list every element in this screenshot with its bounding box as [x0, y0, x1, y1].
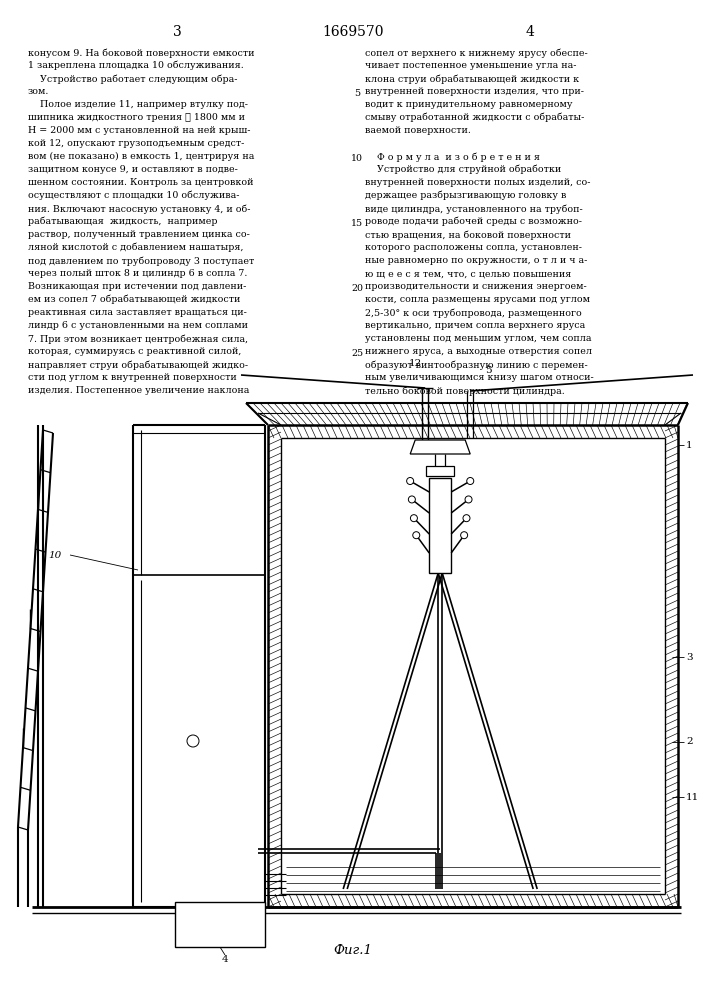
Text: 15: 15 — [351, 219, 363, 228]
Text: 7. При этом возникает центробежная сила,: 7. При этом возникает центробежная сила, — [28, 334, 248, 344]
Text: Возникающая при истечении под давлени-: Возникающая при истечении под давлени- — [28, 282, 246, 291]
Text: ным увеличивающимся книзу шагом относи-: ным увеличивающимся книзу шагом относи- — [365, 373, 594, 382]
Text: линдр 6 с установленными на нем соплами: линдр 6 с установленными на нем соплами — [28, 321, 248, 330]
Text: под давлением по трубопроводу 3 поступает: под давлением по трубопроводу 3 поступае… — [28, 256, 255, 265]
Text: конусом 9. На боковой поверхности емкости: конусом 9. На боковой поверхности емкост… — [28, 48, 255, 57]
Text: ния. Включают насосную установку 4, и об-: ния. Включают насосную установку 4, и об… — [28, 204, 250, 214]
Text: 2: 2 — [686, 738, 693, 746]
Text: 10: 10 — [48, 550, 62, 560]
Text: сти под углом к внутренней поверхности: сти под углом к внутренней поверхности — [28, 373, 237, 382]
Text: 1669570: 1669570 — [322, 25, 384, 39]
Text: Устройство для струйной обработки: Устройство для струйной обработки — [365, 165, 561, 174]
Text: установлены под меньшим углом, чем сопла: установлены под меньшим углом, чем сопла — [365, 334, 592, 343]
Text: образуют винтообразную линию с перемен-: образуют винтообразную линию с перемен- — [365, 360, 588, 369]
Text: рабатывающая  жидкость,  например: рабатывающая жидкость, например — [28, 217, 218, 227]
Text: роводе подачи рабочей среды с возможно-: роводе подачи рабочей среды с возможно- — [365, 217, 582, 227]
Text: держащее разбрызгивающую головку в: держащее разбрызгивающую головку в — [365, 191, 566, 200]
Text: ем из сопел 7 обрабатывающей жидкости: ем из сопел 7 обрабатывающей жидкости — [28, 295, 240, 304]
Text: смыву отработанной жидкости с обрабаты-: смыву отработанной жидкости с обрабаты- — [365, 113, 585, 122]
Text: нижнего яруса, а выходные отверстия сопел: нижнего яруса, а выходные отверстия сопе… — [365, 347, 592, 356]
Text: Н = 2000 мм с установленной на ней крыш-: Н = 2000 мм с установленной на ней крыш- — [28, 126, 250, 135]
Circle shape — [187, 735, 199, 747]
Text: кости, сопла размещены ярусами под углом: кости, сопла размещены ярусами под углом — [365, 295, 590, 304]
Text: производительности и снижения энергоем-: производительности и снижения энергоем- — [365, 282, 587, 291]
Circle shape — [409, 496, 416, 503]
Text: внутренней поверхности изделия, что при-: внутренней поверхности изделия, что при- — [365, 87, 584, 96]
Text: ю щ е е с я тем, что, с целью повышения: ю щ е е с я тем, что, с целью повышения — [365, 269, 571, 278]
Text: тельно боковой поверхности цилиндра.: тельно боковой поверхности цилиндра. — [365, 386, 565, 395]
Text: шипника жидкостного трения ∅ 1800 мм и: шипника жидкостного трения ∅ 1800 мм и — [28, 113, 245, 122]
Circle shape — [467, 478, 474, 485]
Text: зом.: зом. — [28, 87, 49, 96]
Text: защитном конусе 9, и оставляют в подве-: защитном конусе 9, и оставляют в подве- — [28, 165, 238, 174]
Text: реактивная сила заставляет вращаться ци-: реактивная сила заставляет вращаться ци- — [28, 308, 247, 317]
Text: направляет струи обрабатывающей жидко-: направляет струи обрабатывающей жидко- — [28, 360, 248, 369]
Text: которая, суммируясь с реактивной силой,: которая, суммируясь с реактивной силой, — [28, 347, 241, 356]
Circle shape — [413, 532, 420, 539]
Circle shape — [461, 532, 467, 539]
Circle shape — [463, 515, 470, 522]
Circle shape — [465, 496, 472, 503]
Text: 4: 4 — [525, 25, 534, 39]
Text: водит к принудительному равномерному: водит к принудительному равномерному — [365, 100, 573, 109]
Text: 12: 12 — [409, 359, 422, 368]
Bar — [426, 466, 454, 476]
Text: через полый шток 8 и цилиндр 6 в сопла 7.: через полый шток 8 и цилиндр 6 в сопла 7… — [28, 269, 247, 278]
Text: 10: 10 — [351, 154, 363, 163]
Text: раствор, полученный травлением цинка со-: раствор, полученный травлением цинка со- — [28, 230, 250, 239]
Polygon shape — [410, 440, 470, 454]
Text: внутренней поверхности полых изделий, со-: внутренней поверхности полых изделий, со… — [365, 178, 590, 187]
Text: 4: 4 — [222, 954, 228, 964]
Text: 1 закреплена площадка 10 обслуживания.: 1 закреплена площадка 10 обслуживания. — [28, 61, 244, 70]
Text: Полое изделие 11, например втулку под-: Полое изделие 11, например втулку под- — [28, 100, 248, 109]
Text: Устройство работает следующим обра-: Устройство работает следующим обра- — [28, 74, 238, 84]
Text: кой 12, опускают грузоподъемным средст-: кой 12, опускают грузоподъемным средст- — [28, 139, 245, 148]
Text: ные равномерно по окружности, о т л и ч а-: ные равномерно по окружности, о т л и ч … — [365, 256, 588, 265]
Text: 11: 11 — [686, 792, 699, 802]
Text: шенном состоянии. Контроль за центровкой: шенном состоянии. Контроль за центровкой — [28, 178, 254, 187]
Text: ваемой поверхности.: ваемой поверхности. — [365, 126, 471, 135]
Text: ляной кислотой с добавлением нашатыря,: ляной кислотой с добавлением нашатыря, — [28, 243, 243, 252]
Text: клона струи обрабатывающей жидкости к: клона струи обрабатывающей жидкости к — [365, 74, 579, 84]
Text: 1: 1 — [686, 440, 693, 450]
Text: которого расположены сопла, установлен-: которого расположены сопла, установлен- — [365, 243, 582, 252]
Text: Фиг.1: Фиг.1 — [334, 944, 373, 956]
Circle shape — [407, 478, 414, 485]
Text: вом (не показано) в емкость 1, центрируя на: вом (не показано) в емкость 1, центрируя… — [28, 152, 255, 161]
Text: 5: 5 — [485, 366, 491, 375]
Text: 20: 20 — [351, 284, 363, 293]
Text: виде цилиндра, установленного на трубоп-: виде цилиндра, установленного на трубоп- — [365, 204, 583, 214]
Text: чивает постепенное уменьшение угла на-: чивает постепенное уменьшение угла на- — [365, 61, 576, 70]
Text: Ф о р м у л а  и з о б р е т е н и я: Ф о р м у л а и з о б р е т е н и я — [365, 152, 540, 161]
Text: изделия. Постепенное увеличение наклона: изделия. Постепенное увеличение наклона — [28, 386, 250, 395]
Text: 2,5-30° к оси трубопровода, размещенного: 2,5-30° к оси трубопровода, размещенного — [365, 308, 582, 318]
Text: 25: 25 — [351, 349, 363, 358]
Text: осуществляют с площадки 10 обслужива-: осуществляют с площадки 10 обслужива- — [28, 191, 240, 200]
Text: вертикально, причем сопла верхнего яруса: вертикально, причем сопла верхнего яруса — [365, 321, 585, 330]
Bar — [175, 902, 265, 947]
Bar — [429, 478, 451, 573]
Text: стью вращения, на боковой поверхности: стью вращения, на боковой поверхности — [365, 230, 571, 239]
Text: 3: 3 — [686, 652, 693, 662]
Text: 5: 5 — [354, 89, 360, 98]
Text: сопел от верхнего к нижнему ярусу обеспе-: сопел от верхнего к нижнему ярусу обеспе… — [365, 48, 588, 57]
Circle shape — [411, 515, 417, 522]
Text: 3: 3 — [173, 25, 182, 39]
